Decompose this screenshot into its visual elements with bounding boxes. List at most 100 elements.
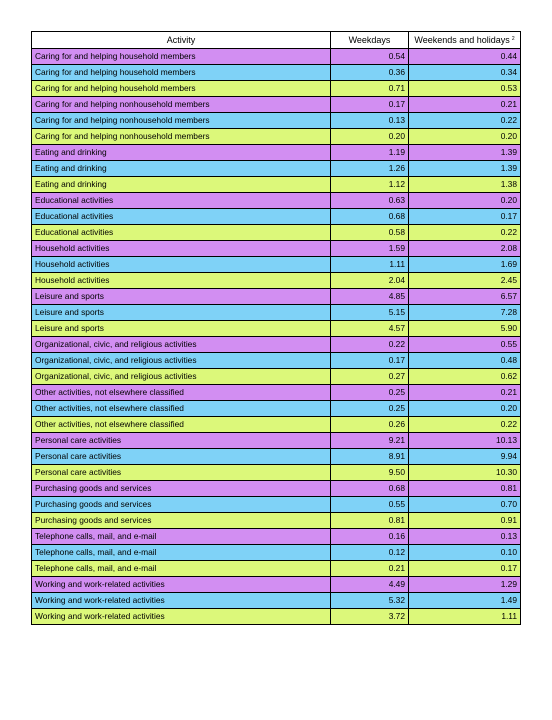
weekends-cell: 0.34 [408,64,521,81]
table-row: Telephone calls, mail, and e-mail 0.12 0.1… [31,544,521,561]
weekdays-cell: 0.26 [330,416,409,433]
weekends-cell: 10.30 [408,464,521,481]
weekdays-cell: 9.50 [330,464,409,481]
activity-table: Activity Weekdays Weekends and holidays 2… [31,31,521,625]
activity-cell: Household activities [31,240,331,257]
activity-cell: Purchasing goods and services [31,496,331,513]
weekdays-cell: 0.36 [330,64,409,81]
activity-cell: Caring for and helping household members [31,48,331,65]
weekends-cell: 1.39 [408,160,521,177]
table-row: Purchasing goods and services 0.81 0.91 [31,512,521,529]
weekdays-cell: 0.12 [330,544,409,561]
weekdays-cell: 0.68 [330,208,409,225]
table-row: Household activities 2.04 2.45 [31,272,521,289]
weekends-cell: 10.13 [408,432,521,449]
weekends-cell: 0.62 [408,368,521,385]
table-row: Other activities, not elsewhere classifi… [31,416,521,433]
weekdays-cell: 1.26 [330,160,409,177]
table-row: Personal care activities 8.91 9.94 [31,448,521,465]
table-row: Caring for and helping nonhousehold memb… [31,128,521,145]
table-row: Working and work-related activities 3.72 1… [31,608,521,625]
activity-cell: Eating and drinking [31,176,331,193]
weekends-cell: 7.28 [408,304,521,321]
table-row: Personal care activities 9.21 10.13 [31,432,521,449]
weekends-cell: 1.38 [408,176,521,193]
weekdays-cell: 1.19 [330,144,409,161]
weekends-cell: 1.39 [408,144,521,161]
weekends-cell: 9.94 [408,448,521,465]
weekends-cell: 0.13 [408,528,521,545]
weekdays-cell: 0.17 [330,96,409,113]
weekends-cell: 0.17 [408,560,521,577]
weekdays-cell: 2.04 [330,272,409,289]
table-row: Caring for and helping household members… [31,80,521,97]
table-row: Organizational, civic, and religious act… [31,352,521,369]
table-row: Caring for and helping household members… [31,48,521,65]
table-row: Telephone calls, mail, and e-mail 0.16 0.1… [31,528,521,545]
table-row: Household activities 1.59 2.08 [31,240,521,257]
weekends-cell: 2.08 [408,240,521,257]
table-row: Personal care activities 9.50 10.30 [31,464,521,481]
table-row: Caring for and helping nonhousehold memb… [31,96,521,113]
table-row: Purchasing goods and services 0.55 0.70 [31,496,521,513]
table-row: Telephone calls, mail, and e-mail 0.21 0.1… [31,560,521,577]
weekdays-cell: 0.58 [330,224,409,241]
header-weekends-footnote: 2 [511,36,515,42]
activity-cell: Purchasing goods and services [31,512,331,529]
activity-cell: Caring for and helping household members [31,80,331,97]
activity-cell: Personal care activities [31,464,331,481]
activity-cell: Other activities, not elsewhere classifi… [31,416,331,433]
activity-cell: Leisure and sports [31,288,331,305]
weekdays-cell: 0.17 [330,352,409,369]
table-row: Caring for and helping nonhousehold memb… [31,112,521,129]
header-weekdays: Weekdays [330,31,409,49]
table-row: Caring for and helping household members… [31,64,521,81]
weekdays-cell: 1.12 [330,176,409,193]
weekdays-cell: 3.72 [330,608,409,625]
weekdays-cell: 0.27 [330,368,409,385]
weekends-cell: 0.21 [408,96,521,113]
table-row: Other activities, not elsewhere classifi… [31,400,521,417]
weekdays-cell: 0.81 [330,512,409,529]
weekends-cell: 0.22 [408,416,521,433]
weekdays-cell: 0.25 [330,384,409,401]
weekdays-cell: 4.49 [330,576,409,593]
weekdays-cell: 0.13 [330,112,409,129]
weekends-cell: 1.29 [408,576,521,593]
activity-cell: Organizational, civic, and religious act… [31,352,331,369]
weekends-cell: 6.57 [408,288,521,305]
table-body: Caring for and helping household members… [31,48,521,625]
activity-cell: Educational activities [31,224,331,241]
weekends-cell: 0.81 [408,480,521,497]
weekdays-cell: 0.71 [330,80,409,97]
weekends-cell: 0.22 [408,112,521,129]
header-row: Activity Weekdays Weekends and holidays 2 [31,31,521,49]
weekdays-cell: 1.11 [330,256,409,273]
table-row: Educational activities 0.58 0.22 [31,224,521,241]
activity-cell: Organizational, civic, and religious act… [31,336,331,353]
table-row: Educational activities 0.68 0.17 [31,208,521,225]
table-row: Working and work-related activities 5.32 1… [31,592,521,609]
table-row: Eating and drinking 1.12 1.38 [31,176,521,193]
activity-cell: Organizational, civic, and religious act… [31,368,331,385]
weekdays-cell: 1.59 [330,240,409,257]
activity-cell: Educational activities [31,192,331,209]
weekends-cell: 0.91 [408,512,521,529]
weekends-cell: 2.45 [408,272,521,289]
weekdays-cell: 5.32 [330,592,409,609]
table-row: Working and work-related activities 4.49 1… [31,576,521,593]
activity-cell: Leisure and sports [31,320,331,337]
activity-cell: Eating and drinking [31,160,331,177]
activity-cell: Caring for and helping nonhousehold memb… [31,128,331,145]
header-weekends: Weekends and holidays 2 [408,31,521,49]
weekends-cell: 5.90 [408,320,521,337]
weekends-cell: 0.20 [408,400,521,417]
activity-cell: Leisure and sports [31,304,331,321]
activity-cell: Caring for and helping household members [31,64,331,81]
weekdays-cell: 8.91 [330,448,409,465]
activity-cell: Telephone calls, mail, and e-mail [31,528,331,545]
table-row: Household activities 1.11 1.69 [31,256,521,273]
header-activity: Activity [31,31,331,49]
weekends-cell: 0.21 [408,384,521,401]
weekends-cell: 0.20 [408,128,521,145]
